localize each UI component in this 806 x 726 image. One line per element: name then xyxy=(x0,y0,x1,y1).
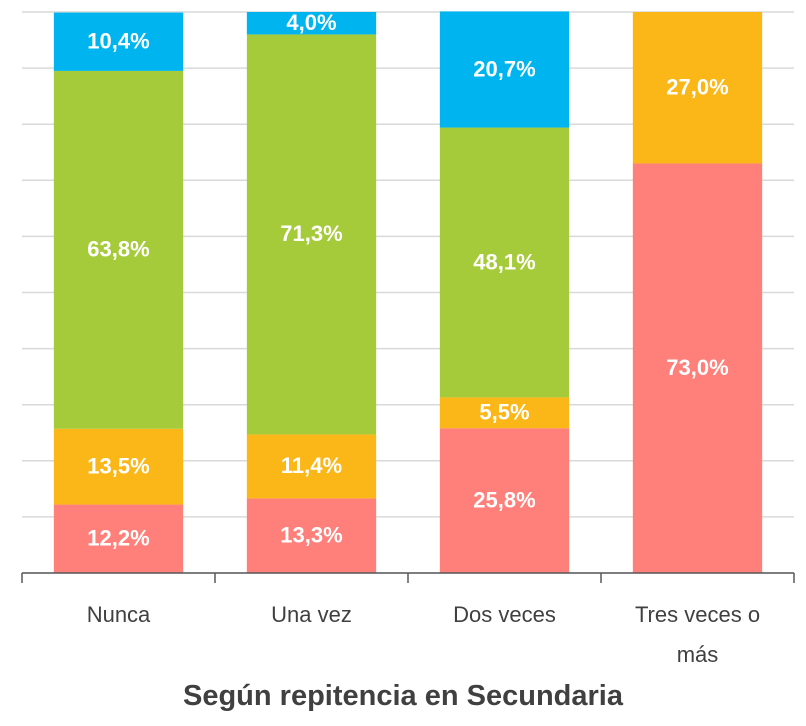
data-label: 10,4% xyxy=(87,29,149,54)
bar-segment xyxy=(632,163,763,573)
data-label: 13,5% xyxy=(87,454,149,479)
x-tick-label: Tres veces o más xyxy=(634,602,761,667)
bar-segment xyxy=(53,428,184,505)
data-label: 12,2% xyxy=(87,526,149,551)
data-label: 63,8% xyxy=(87,237,149,262)
bar-segment xyxy=(632,12,763,164)
x-tick-label: Una vez xyxy=(271,602,352,627)
data-label: 73,0% xyxy=(666,355,728,380)
bar-segment xyxy=(53,12,184,71)
data-label: 25,8% xyxy=(473,487,535,512)
bar-segment xyxy=(246,434,377,499)
x-tick-label: Dos veces xyxy=(453,602,556,627)
bar-segment xyxy=(246,12,377,35)
bar-segment xyxy=(246,498,377,573)
chart-title: Según repitencia en Secundaria xyxy=(183,680,623,712)
data-label: 71,3% xyxy=(280,221,342,246)
bar-segment xyxy=(246,34,377,435)
data-label: 4,0% xyxy=(286,10,336,35)
bar-segment xyxy=(439,127,570,398)
data-label: 13,3% xyxy=(280,523,342,548)
bar-segment xyxy=(53,504,184,573)
x-tick-label: Nunca xyxy=(86,602,151,627)
bar-segment xyxy=(439,11,570,128)
bar-segment xyxy=(439,428,570,573)
data-label: 20,7% xyxy=(473,56,535,81)
data-label: 5,5% xyxy=(479,400,529,425)
bar-segment xyxy=(53,70,184,429)
data-label: 11,4% xyxy=(281,453,342,478)
bar-segment xyxy=(439,397,570,429)
data-label: 27,0% xyxy=(666,75,728,100)
data-label: 48,1% xyxy=(473,249,535,274)
